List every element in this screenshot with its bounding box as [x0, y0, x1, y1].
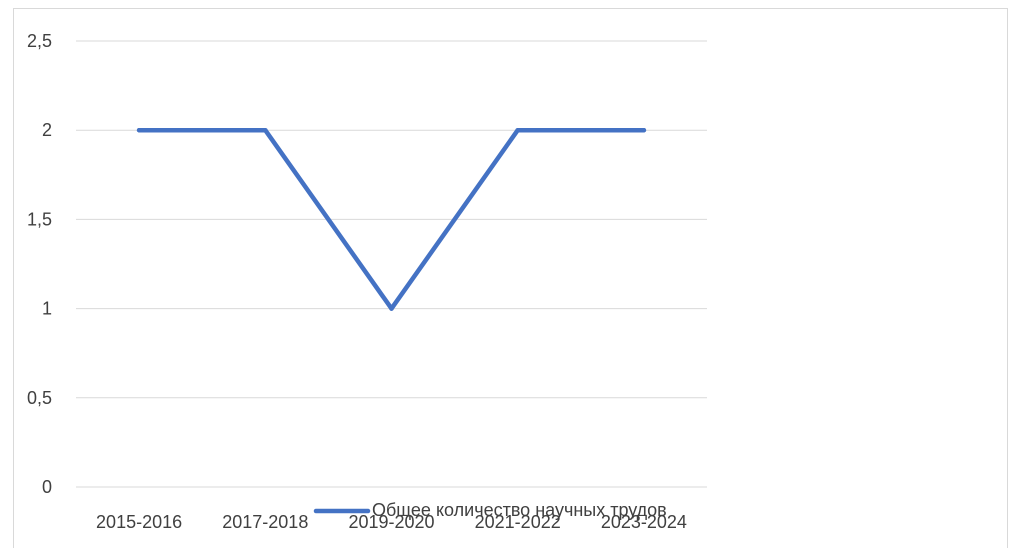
data-point: [389, 306, 394, 311]
x-tick-label: 2023-2024: [601, 512, 687, 532]
x-tick-label: 2021-2022: [475, 512, 561, 532]
y-tick-label: 2,5: [27, 31, 52, 51]
data-point: [136, 127, 142, 133]
y-tick-label: 0: [42, 477, 52, 497]
x-axis: 2015-2016 2017-2018 2019-2020 2021-2022 2023…: [96, 512, 687, 532]
y-tick-label: 1,5: [27, 209, 52, 229]
x-tick-label: 2019-2020: [348, 512, 434, 532]
data-point: [641, 127, 647, 133]
gridlines: [76, 40, 707, 488]
x-tick-label: 2017-2018: [222, 512, 308, 532]
data-point: [263, 127, 268, 133]
data-point: [515, 127, 520, 133]
legend-label: Общее количество научных трудов: [372, 500, 667, 520]
y-axis: 0 0,5 1 1,5 2 2,5: [27, 31, 52, 497]
series-group: [136, 127, 647, 311]
y-tick-label: 1: [42, 299, 52, 319]
chart-frame: [13, 8, 1008, 548]
x-tick-label: 2015-2016: [96, 512, 182, 532]
legend: Общее количество научных трудов: [313, 500, 667, 520]
y-tick-label: 2: [42, 120, 52, 140]
y-tick-label: 0,5: [27, 388, 52, 408]
